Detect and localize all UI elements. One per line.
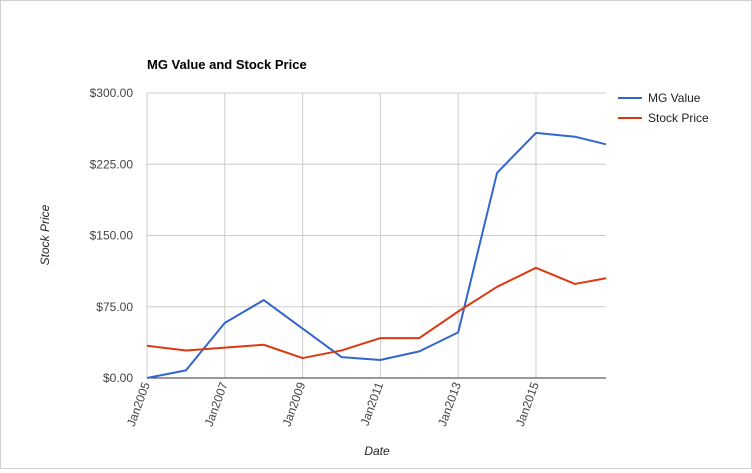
legend: MG Value Stock Price	[618, 91, 709, 125]
x-tick-label: Jan2007	[202, 380, 231, 428]
legend-label: MG Value	[648, 91, 701, 105]
y-tick-label: $0.00	[103, 371, 133, 385]
y-tick-label: $225.00	[90, 157, 134, 171]
gridlines	[146, 92, 606, 378]
y-tick-label: $150.00	[90, 229, 134, 243]
y-axis-title: Stock Price	[38, 204, 52, 265]
chart-title: MG Value and Stock Price	[147, 57, 307, 72]
x-tick-label: Jan2009	[280, 380, 309, 428]
series-line-stock-price	[146, 266, 607, 360]
legend-label: Stock Price	[648, 111, 709, 125]
x-tick-label: Jan2013	[435, 380, 464, 428]
axes: $0.00 $75.00 $150.00 $225.00 $300.00 Jan2005 J…	[90, 86, 606, 428]
y-tick-label: $300.00	[90, 86, 134, 100]
series-line-mg-value	[146, 131, 607, 379]
x-tick-label: Jan2015	[513, 380, 542, 428]
series-lines	[146, 131, 607, 379]
x-tick-label: Jan2011	[358, 380, 387, 428]
y-tick-label: $75.00	[96, 300, 133, 314]
x-axis-title: Date	[364, 444, 390, 458]
x-tick-label: Jan2005	[124, 380, 153, 428]
